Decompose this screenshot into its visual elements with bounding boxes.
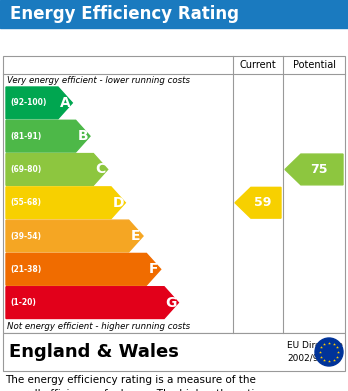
Polygon shape (6, 253, 161, 285)
Text: Current: Current (240, 60, 276, 70)
Text: 59: 59 (254, 196, 271, 209)
Text: (81-91): (81-91) (10, 132, 41, 141)
Polygon shape (6, 154, 108, 185)
Text: 2002/91/EC: 2002/91/EC (287, 354, 339, 363)
Text: D: D (112, 196, 124, 210)
Text: Not energy efficient - higher running costs: Not energy efficient - higher running co… (7, 322, 190, 331)
Text: England & Wales: England & Wales (9, 343, 179, 361)
Polygon shape (6, 220, 143, 252)
Text: E: E (131, 229, 141, 243)
Polygon shape (235, 187, 281, 218)
Text: Very energy efficient - lower running costs: Very energy efficient - lower running co… (7, 76, 190, 85)
Text: (21-38): (21-38) (10, 265, 41, 274)
Text: Energy Efficiency Rating: Energy Efficiency Rating (10, 5, 239, 23)
Bar (3, 56, 345, 333)
Polygon shape (6, 120, 90, 152)
Polygon shape (6, 187, 125, 219)
Text: G: G (166, 296, 177, 310)
Polygon shape (6, 87, 72, 119)
Bar (0, 0, 348, 28)
Bar (3, 333, 345, 371)
Text: Potential: Potential (293, 60, 335, 70)
Polygon shape (285, 154, 343, 185)
Polygon shape (6, 287, 179, 319)
Text: EU Directive: EU Directive (287, 341, 343, 350)
Text: The energy efficiency rating is a measure of the
overall efficiency of a home. T: The energy efficiency rating is a measur… (5, 375, 268, 391)
Text: (39-54): (39-54) (10, 231, 41, 240)
Text: (55-68): (55-68) (10, 198, 41, 207)
Circle shape (315, 338, 343, 366)
Text: 75: 75 (310, 163, 327, 176)
Text: (92-100): (92-100) (10, 99, 46, 108)
Text: (69-80): (69-80) (10, 165, 41, 174)
Text: C: C (95, 163, 106, 176)
Text: (1-20): (1-20) (10, 298, 36, 307)
Text: A: A (60, 96, 71, 110)
Text: F: F (149, 262, 158, 276)
Text: B: B (78, 129, 88, 143)
